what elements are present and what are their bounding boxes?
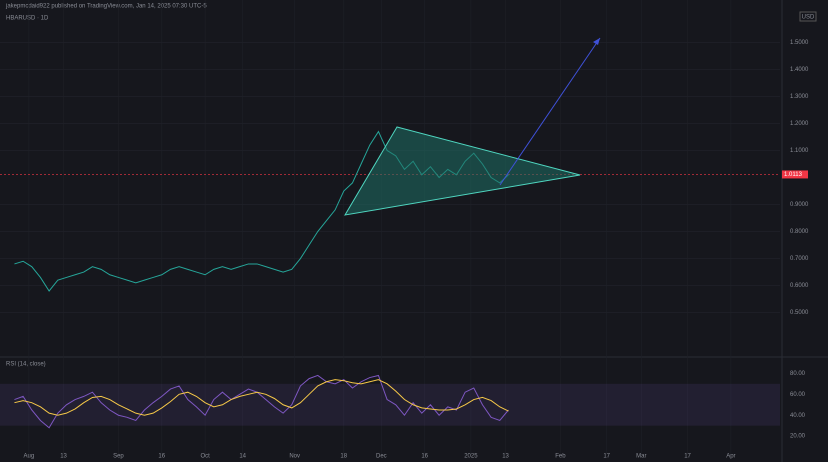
currency-box [799,11,817,22]
y-tick-label: 1.1000 [790,148,809,154]
arrow-head [593,38,600,45]
x-tick-label: 14 [239,454,246,460]
series-line [14,379,509,416]
rsi-title: RSI (14, close) [6,362,46,368]
arrow [499,37,601,186]
current-price-label: 1.0113 [784,172,803,178]
x-tick-label: 2025 [464,454,478,460]
x-tick-label: 18 [340,454,347,460]
y-tick-label: 1.2000 [790,121,809,127]
x-tick-label: Feb [555,454,566,460]
y-tick-label: 1.5000 [790,40,809,46]
x-tick-label: 13 [60,454,67,460]
x-tick-label: Oct [200,454,210,460]
y-tick-label: 80.00 [790,371,806,377]
header: jakepmcdaid922 published on TradingView.… [5,4,207,10]
x-tick-label: Sep [113,454,124,460]
y-tick-label: 20.00 [790,434,806,440]
y-tick-label: 0.5000 [790,310,809,316]
chart-title: HBARUSD · 1D [6,16,49,22]
x-tick-label: 17 [684,454,691,460]
x-tick-label: 13 [502,454,509,460]
triangle-pattern [344,126,581,216]
y-tick-label: 0.8000 [790,229,809,235]
x-tick-label: 17 [603,454,610,460]
x-tick-label: 16 [421,454,428,460]
x-tick-label: Dec [376,454,387,460]
x-tick-label: Nov [289,454,300,460]
x-tick-label: Aug [24,454,35,460]
currency: USD [802,15,815,21]
x-tick-label: Apr [726,454,735,460]
drawings [344,37,601,216]
current-price-box [782,170,808,179]
y-tick-label: 1.4000 [790,67,809,73]
y-tick-label: 60.00 [790,392,806,398]
y-tick-label: 0.6000 [790,283,809,289]
y-tick-label: 1.3000 [790,94,809,100]
series-line [14,374,509,429]
rsi-band [0,383,780,426]
x-tick-label: 16 [158,454,165,460]
y-tick-label: 0.9000 [790,202,809,208]
y-tick-label: 40.00 [790,413,806,419]
y-tick-label: 0.7000 [790,256,809,262]
x-tick-label: Mar [636,454,646,460]
